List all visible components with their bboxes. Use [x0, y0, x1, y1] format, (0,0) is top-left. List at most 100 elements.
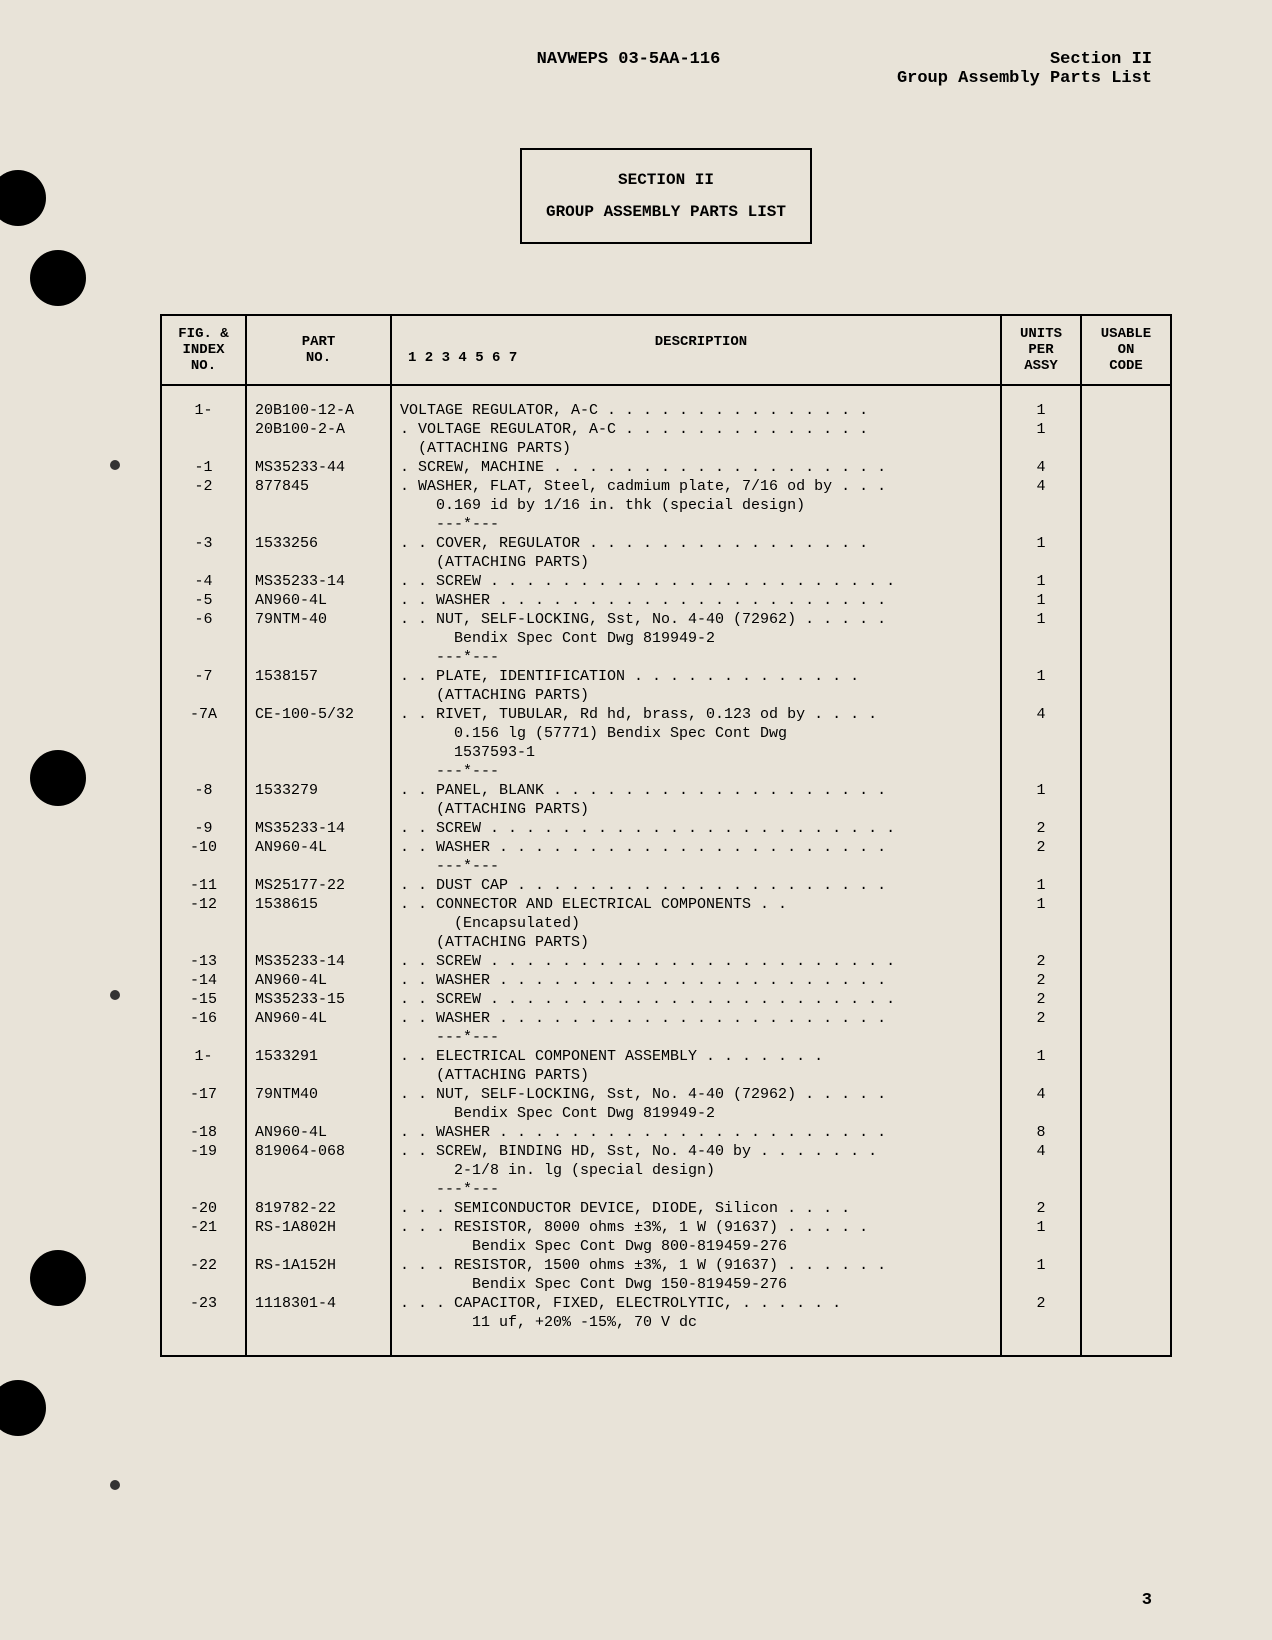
table-row: -4MS35233-14. . SCREW . . . . . . . . . … — [161, 572, 1171, 591]
cell-desc: ---*--- — [391, 648, 1001, 667]
cell-fig: -5 — [161, 591, 246, 610]
cell-units: 2 — [1001, 971, 1081, 990]
cell-code — [1081, 1199, 1171, 1218]
parts-table: FIG. & INDEX NO. PART NO. DESCRIPTION 1 … — [160, 314, 1172, 1357]
cell-units: 1 — [1001, 385, 1081, 420]
cell-desc: . . WASHER . . . . . . . . . . . . . . .… — [391, 838, 1001, 857]
cell-units — [1001, 800, 1081, 819]
cell-fig: -7A — [161, 705, 246, 724]
table-row: 1-20B100-12-AVOLTAGE REGULATOR, A-C . . … — [161, 385, 1171, 420]
cell-units: 2 — [1001, 1009, 1081, 1028]
table-row: -1MS35233-44. SCREW, MACHINE . . . . . .… — [161, 458, 1171, 477]
cell-part — [246, 1275, 391, 1294]
table-row: (ATTACHING PARTS) — [161, 1066, 1171, 1085]
page-number: 3 — [1142, 1591, 1152, 1610]
cell-code — [1081, 572, 1171, 591]
table-row: -231118301-4. . . CAPACITOR, FIXED, ELEC… — [161, 1294, 1171, 1313]
cell-code — [1081, 553, 1171, 572]
table-row: -121538615. . CONNECTOR AND ELECTRICAL C… — [161, 895, 1171, 914]
cell-fig — [161, 1237, 246, 1256]
cell-fig: -2 — [161, 477, 246, 496]
cell-desc: 2-1/8 in. lg (special design) — [391, 1161, 1001, 1180]
table-row: -1779NTM40. . NUT, SELF-LOCKING, Sst, No… — [161, 1085, 1171, 1104]
cell-code — [1081, 819, 1171, 838]
cell-fig: -14 — [161, 971, 246, 990]
cell-fig — [161, 1161, 246, 1180]
table-row: ---*--- — [161, 1180, 1171, 1199]
cell-code — [1081, 1142, 1171, 1161]
cell-desc: . . SCREW . . . . . . . . . . . . . . . … — [391, 952, 1001, 971]
cell-desc: 0.169 id by 1/16 in. thk (special design… — [391, 496, 1001, 515]
cell-fig — [161, 629, 246, 648]
cell-desc: (ATTACHING PARTS) — [391, 933, 1001, 952]
cell-code — [1081, 610, 1171, 629]
cell-code — [1081, 1123, 1171, 1142]
cell-part — [246, 686, 391, 705]
cell-part: 1533279 — [246, 781, 391, 800]
cell-units — [1001, 1180, 1081, 1199]
header-fig: FIG. & INDEX NO. — [161, 315, 246, 385]
cell-desc: ---*--- — [391, 857, 1001, 876]
table-row: 11 uf, +20% -15%, 70 V dc — [161, 1313, 1171, 1356]
cell-part — [246, 1104, 391, 1123]
cell-part — [246, 1237, 391, 1256]
section-line1: SECTION II — [546, 164, 786, 196]
cell-desc: . . SCREW, BINDING HD, Sst, No. 4-40 by … — [391, 1142, 1001, 1161]
cell-part: MS35233-44 — [246, 458, 391, 477]
cell-code — [1081, 1275, 1171, 1294]
cell-units — [1001, 857, 1081, 876]
table-row: -5AN960-4L. . WASHER . . . . . . . . . .… — [161, 591, 1171, 610]
cell-part: AN960-4L — [246, 591, 391, 610]
cell-desc: . . . RESISTOR, 1500 ohms ±3%, 1 W (9163… — [391, 1256, 1001, 1275]
cell-desc: . . COVER, REGULATOR . . . . . . . . . .… — [391, 534, 1001, 553]
doc-number: NAVWEPS 03-5AA-116 — [180, 50, 897, 88]
cell-fig — [161, 420, 246, 439]
cell-fig — [161, 1028, 246, 1047]
header-desc: DESCRIPTION 1 2 3 4 5 6 7 — [391, 315, 1001, 385]
cell-desc: . . DUST CAP . . . . . . . . . . . . . .… — [391, 876, 1001, 895]
cell-part: RS-1A802H — [246, 1218, 391, 1237]
cell-fig: -4 — [161, 572, 246, 591]
cell-desc: . . . SEMICONDUCTOR DEVICE, DIODE, Silic… — [391, 1199, 1001, 1218]
table-row: -679NTM-40. . NUT, SELF-LOCKING, Sst, No… — [161, 610, 1171, 629]
cell-code — [1081, 686, 1171, 705]
cell-code — [1081, 971, 1171, 990]
cell-code — [1081, 876, 1171, 895]
cell-code — [1081, 667, 1171, 686]
cell-code — [1081, 952, 1171, 971]
cell-desc: . . NUT, SELF-LOCKING, Sst, No. 4-40 (72… — [391, 610, 1001, 629]
cell-desc: 11 uf, +20% -15%, 70 V dc — [391, 1313, 1001, 1356]
cell-fig: -10 — [161, 838, 246, 857]
cell-part: 819064-068 — [246, 1142, 391, 1161]
table-row: 1-1533291. . ELECTRICAL COMPONENT ASSEMB… — [161, 1047, 1171, 1066]
cell-desc: . . WASHER . . . . . . . . . . . . . . .… — [391, 591, 1001, 610]
cell-code — [1081, 743, 1171, 762]
cell-desc: . . SCREW . . . . . . . . . . . . . . . … — [391, 572, 1001, 591]
section-line2: GROUP ASSEMBLY PARTS LIST — [546, 196, 786, 228]
cell-desc: 1537593-1 — [391, 743, 1001, 762]
cell-code — [1081, 515, 1171, 534]
cell-part — [246, 857, 391, 876]
cell-code — [1081, 1294, 1171, 1313]
cell-fig — [161, 1066, 246, 1085]
cell-code — [1081, 705, 1171, 724]
table-row: -11MS25177-22. . DUST CAP . . . . . . . … — [161, 876, 1171, 895]
cell-fig — [161, 743, 246, 762]
cell-units: 1 — [1001, 591, 1081, 610]
table-row: 2-1/8 in. lg (special design) — [161, 1161, 1171, 1180]
cell-part — [246, 553, 391, 572]
cell-units: 4 — [1001, 1142, 1081, 1161]
cell-units — [1001, 1275, 1081, 1294]
cell-units — [1001, 724, 1081, 743]
cell-fig — [161, 439, 246, 458]
cell-part — [246, 724, 391, 743]
cell-fig: -21 — [161, 1218, 246, 1237]
cell-desc: . WASHER, FLAT, Steel, cadmium plate, 7/… — [391, 477, 1001, 496]
cell-code — [1081, 1066, 1171, 1085]
cell-part — [246, 1313, 391, 1356]
cell-code — [1081, 933, 1171, 952]
cell-units: 1 — [1001, 1256, 1081, 1275]
cell-units: 4 — [1001, 477, 1081, 496]
cell-desc: . . WASHER . . . . . . . . . . . . . . .… — [391, 1123, 1001, 1142]
cell-desc: . . SCREW . . . . . . . . . . . . . . . … — [391, 819, 1001, 838]
